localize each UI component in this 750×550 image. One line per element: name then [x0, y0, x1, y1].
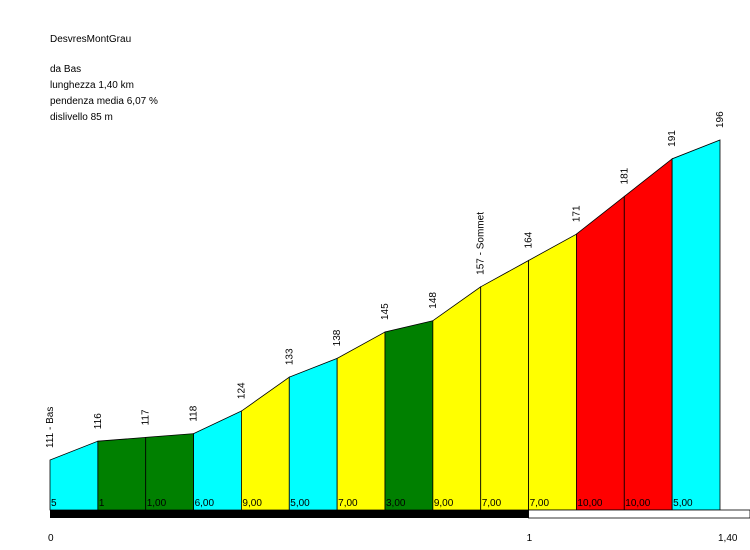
profile-segment — [97, 436, 147, 511]
profile-segment — [576, 195, 625, 511]
elevation-label: 138 — [332, 329, 343, 346]
elevation-label: 164 — [524, 231, 535, 248]
profile-info: DesvresMontGrau da Bas lunghezza 1,40 km… — [50, 32, 158, 126]
distance-bar-empty — [528, 509, 750, 519]
profile-segment — [528, 233, 577, 511]
x-tick-label: 1 — [527, 533, 533, 544]
elevation-label: 145 — [380, 303, 391, 320]
elevation-label: 124 — [236, 382, 247, 399]
elevation-label: 111 - Bas — [45, 407, 56, 448]
segment-gradient-label: 10,00 — [625, 498, 650, 509]
segment-gradient-label: 1 — [99, 498, 105, 509]
elevation-label: 191 — [667, 130, 678, 147]
profile-segment — [671, 139, 721, 511]
elevation-label: 148 — [428, 292, 439, 309]
segment-gradient-label: 5 — [51, 498, 57, 509]
profile-segment — [241, 376, 290, 511]
segment-gradient-label: 3,00 — [386, 498, 406, 509]
elevation-label: 118 — [189, 405, 200, 421]
segment-gradient-label: 7,00 — [482, 498, 502, 509]
elevation-label: 171 — [571, 205, 582, 222]
length-text: lunghezza 1,40 km — [50, 80, 134, 91]
profile-segment — [623, 157, 673, 511]
elevation-gain-text: dislivello 85 m — [50, 112, 113, 123]
segment-gradient-label: 10,00 — [577, 498, 602, 509]
segment-gradient-label: 9,00 — [242, 498, 262, 509]
profile-segment — [49, 440, 99, 511]
x-tick-label: 1,40 — [718, 533, 738, 544]
profile-segment — [193, 410, 242, 511]
profile-segment — [480, 259, 529, 511]
segment-gradient-label: 5,00 — [673, 498, 693, 509]
segment-gradient-label: 5,00 — [290, 498, 310, 509]
segment-gradient-label: 1,00 — [147, 498, 167, 509]
segment-gradient-label: 7,00 — [530, 498, 550, 509]
elevation-label: 157 - Sommet — [476, 212, 487, 275]
profile-segment — [384, 320, 434, 511]
profile-segment — [432, 286, 482, 511]
segment-gradient-label: 9,00 — [434, 498, 454, 509]
start-label: da Bas — [50, 64, 82, 75]
distance-bar-filled — [50, 510, 529, 518]
elevation-label: 133 — [284, 348, 295, 365]
climb-title: DesvresMontGrau — [50, 34, 132, 45]
elevation-label: 117 — [141, 409, 152, 425]
profile-segment — [336, 331, 386, 511]
elevation-label: 116 — [93, 413, 104, 429]
elevation-label: 196 — [715, 111, 726, 128]
x-tick-label: 0 — [48, 533, 54, 544]
avg-gradient-text: pendenza media 6,07 % — [50, 96, 158, 107]
profile-segment — [288, 357, 338, 511]
segment-gradient-label: 7,00 — [338, 498, 358, 509]
segment-gradient-label: 6,00 — [195, 498, 215, 509]
elevation-label: 181 — [619, 167, 630, 184]
